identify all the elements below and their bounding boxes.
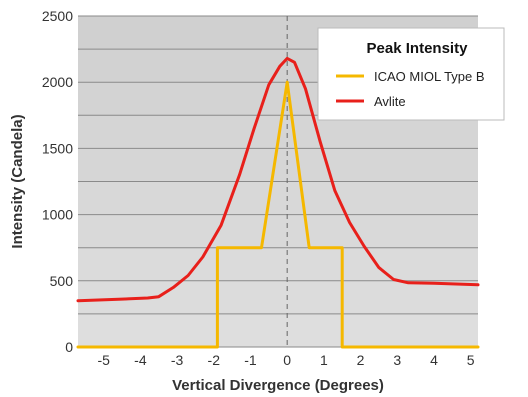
y-tick-label: 2000 (42, 74, 73, 90)
series-line-0 (76, 80, 480, 349)
tick-labels: -5 -4 -3 -2 -1 0 1 2 3 4 5 0 500 1000 1500 2000 2500 (42, 8, 475, 368)
series-line-1 (76, 56, 480, 303)
plot-bands (78, 16, 478, 347)
axis-titles: Vertical Divergence (Degrees) Intensity … (9, 114, 384, 394)
x-tick-label: 3 (393, 352, 401, 368)
legend-label-0: ICAO MIOL Type B (374, 69, 485, 84)
legend-box (317, 27, 505, 121)
y-tick-label: 500 (50, 273, 74, 289)
x-tick-label: 5 (467, 352, 475, 368)
plot-band (78, 214, 478, 248)
y-tick-label: 2500 (42, 8, 73, 24)
x-tick-label: -3 (171, 352, 184, 368)
series-lines (76, 56, 480, 349)
x-tick-label: -5 (97, 352, 110, 368)
y-axis-title: Intensity (Candela) (9, 114, 26, 248)
y-tick-label: 0 (65, 339, 73, 355)
y-tick-label: 1500 (42, 140, 73, 156)
legend-label-1: Avlite (374, 94, 406, 109)
legend-title: Peak Intensity (367, 40, 469, 57)
x-tick-label: -4 (134, 352, 147, 368)
x-tick-label: 1 (320, 352, 328, 368)
plot-band (78, 247, 478, 281)
plot-band (78, 313, 478, 347)
x-tick-label: 4 (430, 352, 438, 368)
x-axis-title: Vertical Divergence (Degrees) (172, 377, 384, 394)
legend: Peak Intensity ICAO MIOL Type B Avlite (317, 27, 505, 121)
x-tick-label: -1 (244, 352, 257, 368)
x-tick-label: 0 (283, 352, 291, 368)
plot-band (78, 181, 478, 215)
y-tick-label: 1000 (42, 207, 73, 223)
x-tick-label: -2 (208, 352, 221, 368)
plot-band (78, 148, 478, 182)
x-tick-label: 2 (357, 352, 365, 368)
